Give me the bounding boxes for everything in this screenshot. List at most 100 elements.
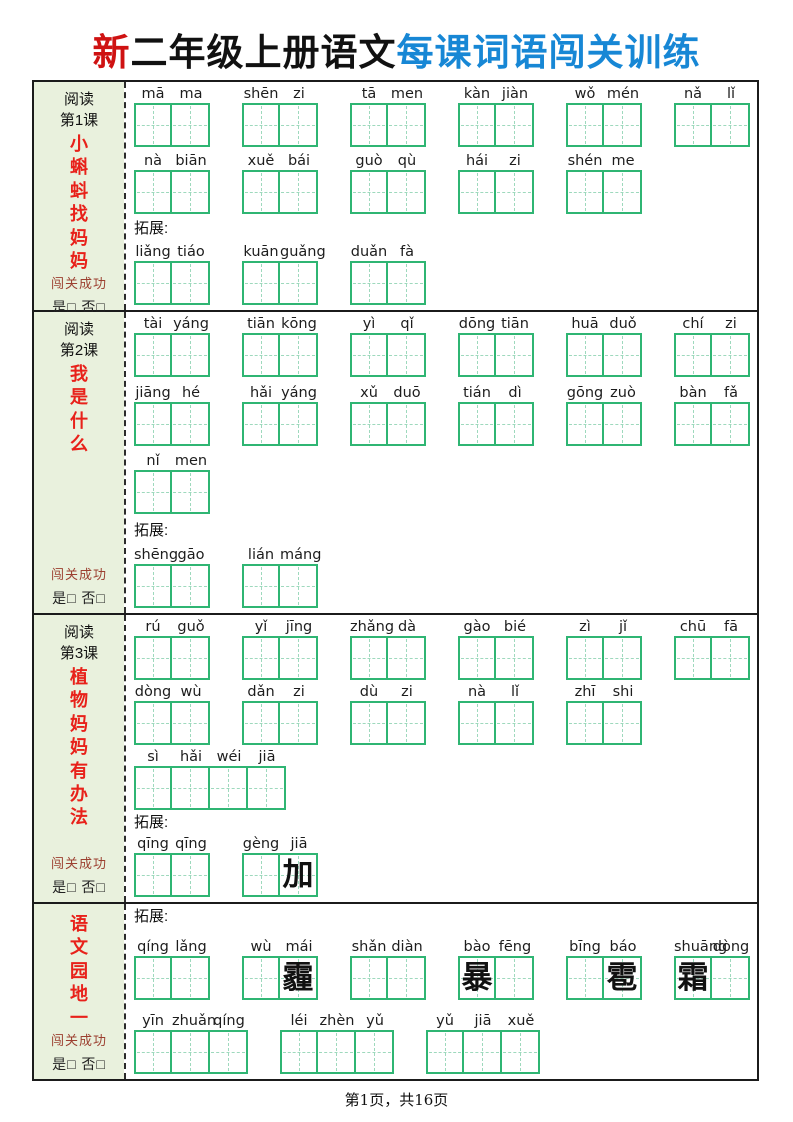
lesson-sidebar: 阅读 第2课我是什么闯关成功 是□ 否□ [34, 312, 124, 613]
writing-cell [674, 103, 712, 147]
writing-cell [566, 701, 604, 745]
word-group: gào bié [458, 619, 534, 680]
writing-cell [712, 636, 750, 680]
writing-cell [350, 401, 388, 446]
writing-cell [566, 103, 604, 147]
writing-cell [242, 636, 280, 680]
grid-cells [134, 853, 210, 897]
word-group: nà lǐ [458, 684, 534, 745]
word-group: nǐ men [134, 453, 210, 514]
word-group: shēng gāo [134, 547, 210, 608]
lesson-title-char: 语 [70, 914, 88, 935]
writing-cell [604, 170, 642, 214]
word-group: chū fā [674, 619, 750, 680]
prefilled-character: 暴 [461, 959, 493, 996]
grid-cells [350, 956, 426, 1000]
writing-cell [172, 170, 210, 214]
writing-cell [458, 401, 496, 446]
grid-cells [242, 401, 318, 446]
word-group: gōng zuò [566, 385, 642, 446]
grid-cells [566, 636, 642, 680]
pinyin-syllable: nǐ [146, 453, 160, 469]
writing-cell [350, 261, 388, 305]
challenge-status: 闯关成功 是□ 否□ [51, 273, 107, 317]
writing-cell [172, 701, 210, 745]
pinyin-syllable: men [390, 86, 424, 102]
lesson-sidebar: 语文园地一闯关成功 是□ 否□ [34, 904, 124, 1079]
pinyin-syllable: fǎ [724, 384, 738, 401]
grid-cells [242, 103, 318, 147]
grid-cells [134, 701, 210, 745]
pinyin-syllable: shén [567, 153, 603, 169]
lesson-title-char: 么 [70, 434, 88, 456]
lesson-title-char: 物 [70, 690, 88, 712]
writing-cell [674, 636, 712, 680]
writing-cell: 加 [280, 853, 318, 897]
pinyin-row: rú guǒ [134, 619, 210, 635]
pinyin-row: shǎn diàn [350, 939, 426, 955]
pinyin-row: hái zi [458, 153, 534, 169]
grid-cells [134, 956, 210, 1000]
lesson-title-char: 妈 [70, 737, 88, 759]
pinyin-syllable: yì [362, 316, 376, 332]
pinyin-syllable: jiā [258, 749, 276, 765]
yesno-checkboxes: 是□ 否□ [52, 879, 106, 895]
word-group: hǎi yáng [242, 385, 318, 446]
writing-cell [566, 401, 604, 446]
grid-cells: 暴 [458, 956, 534, 1000]
pinyin-syllable: wǒ [574, 86, 596, 102]
pinyin-syllable: zhǎng [350, 619, 395, 635]
pinyin-syllable: lǎng [175, 939, 207, 955]
pinyin-row: dǎn zi [242, 684, 318, 700]
pinyin-syllable: diàn [391, 939, 423, 955]
lesson-heading-line: 第2课 [59, 342, 99, 359]
grid-cells: 霜 [674, 956, 750, 1000]
pinyin-syllable: dòng [134, 684, 172, 700]
writing-cell [242, 333, 280, 377]
pinyin-syllable: kōng [281, 316, 317, 332]
word-group: wǒ mén [566, 86, 642, 147]
pinyin-row: dù zi [350, 684, 426, 700]
writing-cell [280, 103, 318, 147]
word-group: guò qù [350, 153, 426, 214]
writing-cell [172, 1030, 210, 1074]
pinyin-row: dòng wù [134, 684, 210, 700]
writing-cell [426, 1030, 464, 1074]
word-group: léi zhèn yǔ [280, 1013, 394, 1074]
pinyin-row: bàn fǎ [674, 385, 750, 401]
pinyin-syllable: wéi [216, 749, 242, 765]
word-row: rú guǒ yǐ jīng zhǎng dà gào bié zì jǐ chū fā [134, 619, 753, 680]
word-row: nà biān xuě bái guò qù hái zi shén me [134, 153, 753, 214]
pinyin-syllable: wù [180, 684, 202, 700]
writing-cell [604, 103, 642, 147]
challenge-status: 闯关成功 是□ 否□ [51, 853, 107, 897]
word-group: wù mái 霾 [242, 939, 318, 1000]
writing-cell [712, 401, 750, 446]
writing-cell [604, 636, 642, 680]
writing-cell [280, 401, 318, 446]
writing-cell [350, 636, 388, 680]
pinyin-syllable: hǎi [179, 749, 203, 765]
grid-cells [134, 564, 210, 608]
writing-cell [242, 401, 280, 446]
lesson-heading: 阅读 第2课 [60, 319, 98, 361]
writing-cell [172, 103, 210, 147]
grid-cells [458, 401, 534, 446]
pinyin-syllable: mái [285, 939, 313, 955]
pinyin-syllable: dǎn [247, 684, 275, 700]
writing-cell [210, 1030, 248, 1074]
word-group: lián máng [242, 547, 321, 608]
word-group: mā ma [134, 86, 210, 147]
pinyin-row: kàn jiàn [458, 86, 534, 102]
pinyin-syllable: kàn [463, 86, 491, 102]
word-group: qíng lǎng [134, 939, 210, 1000]
lesson-heading-line: 第1课 [59, 112, 99, 129]
pinyin-syllable: zhī [574, 684, 596, 700]
writing-cell [458, 170, 496, 214]
writing-cell [280, 333, 318, 377]
pinyin-syllable: fà [400, 244, 414, 260]
pinyin-syllable: dù [359, 684, 379, 700]
writing-cell [134, 956, 172, 1000]
success-label: 闯关成功 [50, 277, 107, 293]
lesson-title-char: 是 [70, 387, 88, 409]
